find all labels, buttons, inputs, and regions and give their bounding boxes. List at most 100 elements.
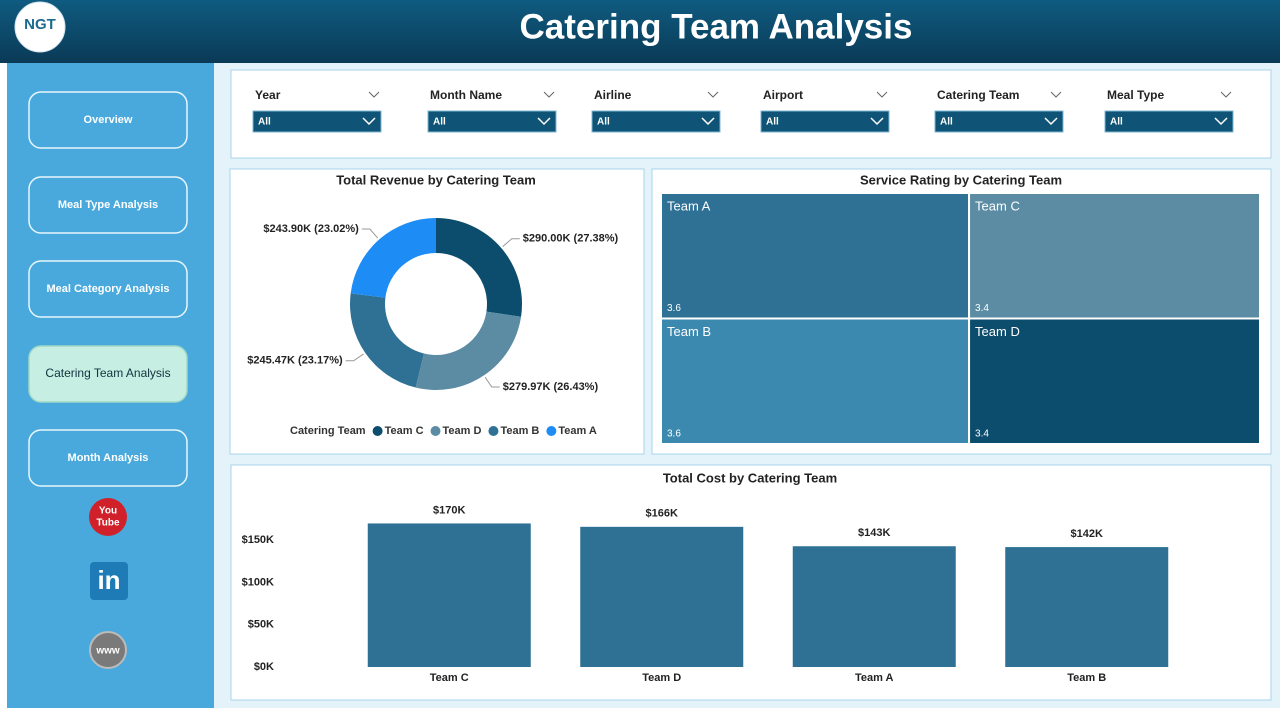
donut-slice: [350, 218, 436, 298]
youtube-icon[interactable]: [89, 498, 127, 536]
dropdown-arrow: [701, 117, 715, 126]
web-text: www: [95, 646, 120, 657]
donut-slice: [436, 218, 522, 317]
legend-title: Catering Team: [290, 425, 366, 437]
data-label: $143K: [858, 527, 890, 539]
linkedin-icon[interactable]: [90, 562, 128, 600]
linkedin-text: in: [97, 565, 120, 595]
treemap-value: 3.6: [667, 303, 681, 314]
filter-label: Meal Type: [1107, 88, 1164, 102]
legend-marker: [546, 426, 557, 436]
bar: [792, 546, 956, 667]
dropdown-arrow: [870, 117, 884, 126]
leader-line: [484, 376, 500, 388]
filter-value: All: [597, 117, 610, 128]
treemap-value: 3.4: [975, 303, 989, 314]
leader-line: [502, 238, 520, 247]
treemap-label: Team C: [975, 198, 1020, 213]
filter-dropdown[interactable]: [427, 110, 557, 133]
data-label: $170K: [433, 504, 465, 516]
filter-label: Airline: [594, 88, 632, 102]
filter-chevron: [707, 91, 719, 98]
filter-dropdown[interactable]: [252, 110, 382, 133]
filter-label: Catering Team: [937, 88, 1019, 102]
nav-button[interactable]: [28, 429, 188, 487]
logo: [14, 1, 66, 53]
filter-dropdown[interactable]: [934, 110, 1064, 133]
youtube-text: You: [99, 506, 117, 517]
legend-label: Team A: [558, 425, 597, 437]
dropdown-arrow: [537, 117, 551, 126]
youtube-text: Tube: [96, 518, 120, 529]
filter-value: All: [1110, 117, 1123, 128]
filter-dropdown[interactable]: [591, 110, 721, 133]
nav-label: Catering Team Analysis: [45, 366, 170, 380]
filter-value: All: [433, 117, 446, 128]
filter-chevron: [543, 91, 555, 98]
nav-label: Meal Category Analysis: [46, 283, 169, 295]
donut-slice: [350, 293, 424, 388]
legend-marker: [430, 426, 441, 436]
data-label: $245.47K (23.17%): [247, 355, 343, 367]
filter-chevron: [876, 91, 888, 98]
nav-label: Month Analysis: [68, 452, 149, 464]
y-tick-label: $150K: [242, 534, 274, 546]
data-label: $290.00K (27.38%): [523, 233, 619, 245]
treemap-value: 3.6: [667, 429, 681, 440]
dropdown-arrow: [1044, 117, 1058, 126]
dropdown-arrow: [362, 117, 376, 126]
data-label: $142K: [1071, 528, 1103, 540]
treemap-cell: [660, 317, 971, 445]
x-tick-label: Team B: [1067, 672, 1106, 684]
legend-label: Team C: [385, 425, 424, 437]
treemap-value: 3.4: [975, 429, 989, 440]
chart-title: Total Revenue by Catering Team: [336, 172, 536, 187]
nav-button[interactable]: [28, 260, 188, 318]
page-title: Catering Team Analysis: [520, 7, 913, 46]
donut-slice: [415, 311, 522, 391]
data-label: $279.97K (26.43%): [503, 381, 599, 393]
leader-line: [361, 228, 379, 239]
data-label: $166K: [646, 508, 678, 520]
leader-line: [345, 353, 364, 362]
filter-value: All: [258, 117, 271, 128]
data-label: $243.90K (23.02%): [263, 223, 359, 235]
nav-button[interactable]: [28, 345, 188, 403]
bar: [580, 526, 744, 667]
filter-label: Month Name: [430, 88, 502, 102]
y-tick-label: $100K: [242, 576, 274, 588]
y-tick-label: $50K: [248, 619, 274, 631]
filter-label: Year: [255, 88, 281, 102]
nav-label: Overview: [84, 114, 133, 126]
x-tick-label: Team C: [430, 672, 469, 684]
treemap-label: Team D: [975, 324, 1020, 339]
filter-value: All: [940, 117, 953, 128]
filter-panel: [230, 69, 1272, 159]
revenue-panel: [229, 168, 645, 455]
filter-dropdown[interactable]: [1104, 110, 1234, 133]
y-tick-label: $0K: [254, 661, 274, 673]
treemap-label: Team B: [667, 324, 711, 339]
dropdown-arrow: [1214, 117, 1228, 126]
treemap-label: Team A: [667, 198, 711, 213]
x-tick-label: Team D: [642, 672, 681, 684]
treemap-cell: [968, 192, 1261, 320]
nav-button[interactable]: [28, 176, 188, 234]
x-tick-label: Team A: [855, 672, 894, 684]
filter-chevron: [368, 91, 380, 98]
filter-dropdown[interactable]: [760, 110, 890, 133]
legend-marker: [488, 426, 499, 436]
bar: [1005, 547, 1169, 667]
legend-label: Team D: [443, 425, 482, 437]
nav-label: Meal Type Analysis: [58, 199, 158, 211]
treemap-cell: [660, 192, 971, 320]
treemap-cell: [968, 317, 1261, 445]
header-bar: [0, 0, 1280, 63]
legend-label: Team B: [500, 425, 539, 437]
web-icon[interactable]: [89, 631, 127, 669]
nav-button[interactable]: [28, 91, 188, 149]
bar: [367, 523, 531, 667]
chart-title: Service Rating by Catering Team: [860, 172, 1062, 187]
